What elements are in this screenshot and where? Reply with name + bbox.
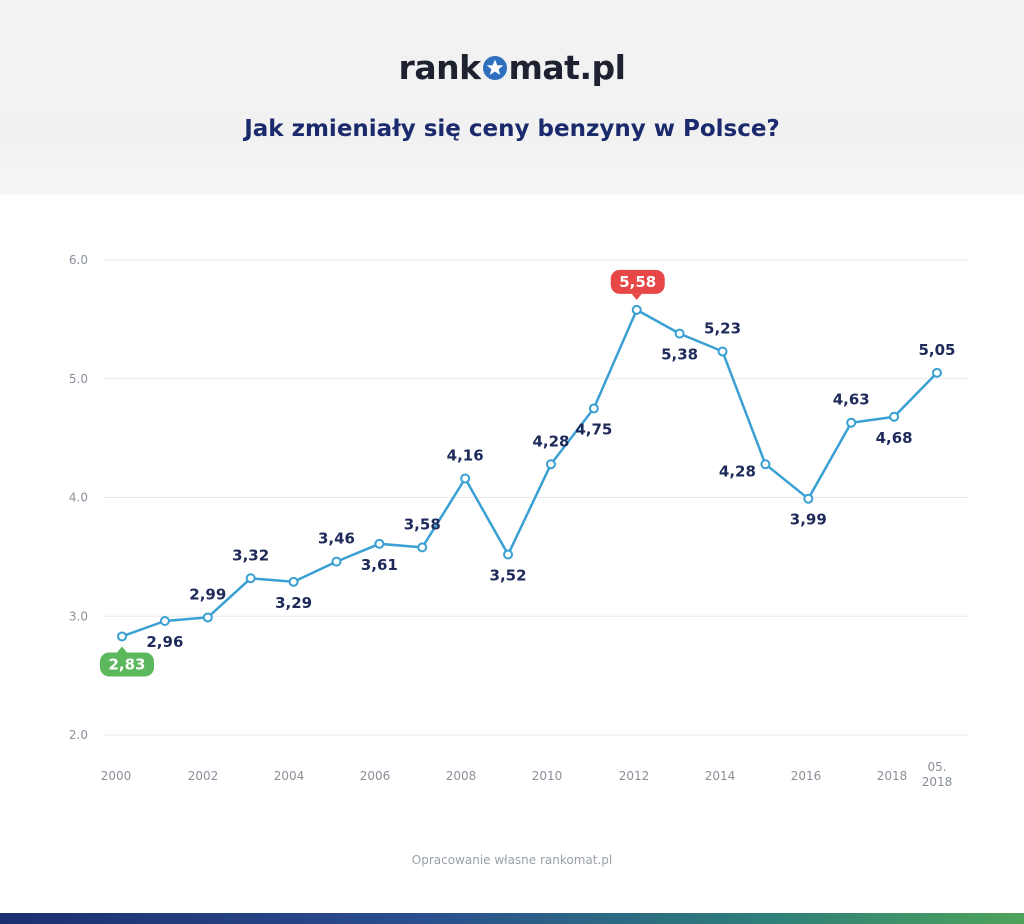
x-tick-label: 2006 [360, 769, 391, 783]
y-tick-label: 3.0 [69, 609, 88, 623]
data-point [288, 576, 299, 587]
x-tick-label: 2010 [532, 769, 563, 783]
data-label: 4,68 [876, 429, 913, 447]
max-badge-pointer [631, 293, 642, 300]
bottom-gradient-bar [0, 913, 1024, 924]
x-tick-label: 2012 [619, 769, 650, 783]
x-tick-label: 2002 [188, 769, 219, 783]
data-point [117, 631, 127, 642]
chart-title: Jak zmieniały się ceny benzyny w Polsce? [244, 116, 780, 142]
data-point [717, 346, 728, 357]
source-note: Opracowanie własne rankomat.pl [411, 853, 613, 867]
data-label: 3,99 [790, 511, 827, 529]
data-label: 4,16 [447, 447, 484, 465]
data-point [889, 411, 900, 422]
x-tick-label: 2018 [877, 769, 908, 783]
data-label: 2,99 [189, 585, 226, 603]
max-badge [610, 269, 665, 294]
y-tick-label: 5.0 [69, 372, 88, 386]
data-label: 5,23 [704, 319, 741, 337]
series-line [121, 308, 938, 638]
y-tick-label: 4.0 [69, 491, 88, 505]
data-label: 3,46 [318, 530, 355, 548]
min-badge-pointer [117, 646, 127, 653]
x-tick-label: 2008 [446, 769, 477, 783]
data-point [417, 542, 428, 553]
header-band [0, 0, 1024, 195]
data-point [674, 328, 685, 339]
logo-text-right: mat.pl [508, 48, 626, 87]
data-label: 4,75 [575, 420, 612, 438]
data-point [588, 403, 599, 414]
data-label: 5,05 [918, 341, 955, 359]
x-tick-label: 2000 [101, 769, 132, 783]
logo-text-left: rank [398, 48, 481, 87]
star-icon [482, 50, 508, 80]
data-label: 3,32 [232, 546, 269, 564]
brand-logo: rank mat.pl [0, 48, 1024, 87]
data-label: 5,58 [619, 273, 656, 291]
data-point [460, 473, 471, 484]
data-point [803, 493, 814, 504]
data-label: 4,63 [833, 391, 870, 409]
data-point [932, 367, 942, 378]
data-label: 2,96 [146, 633, 183, 651]
data-label: 4,28 [719, 462, 756, 480]
data-label: 3,61 [361, 556, 398, 574]
data-point [202, 612, 213, 623]
data-label: 3,29 [275, 594, 312, 612]
data-label: 3,52 [490, 567, 527, 585]
y-tick-label: 2.0 [69, 728, 88, 742]
data-point [159, 616, 170, 626]
x-tick-label: 2014 [705, 769, 736, 783]
data-point [331, 556, 342, 567]
data-point [631, 304, 642, 315]
min-badge [100, 652, 154, 677]
data-point [846, 417, 857, 428]
data-point [374, 538, 385, 549]
x-tick-label: 2016 [791, 769, 822, 783]
data-label: 4,28 [532, 432, 569, 450]
data-point [545, 459, 556, 470]
data-point [760, 459, 771, 470]
data-point [245, 573, 256, 584]
data-label: 2,83 [108, 655, 145, 673]
data-point [503, 549, 514, 560]
data-label: 3,58 [404, 515, 441, 533]
y-tick-label: 6.0 [69, 253, 88, 267]
x-tick-label: 2004 [274, 769, 305, 783]
data-label: 5,38 [661, 346, 698, 364]
x-tick-label: 05. 2018 [922, 760, 953, 789]
